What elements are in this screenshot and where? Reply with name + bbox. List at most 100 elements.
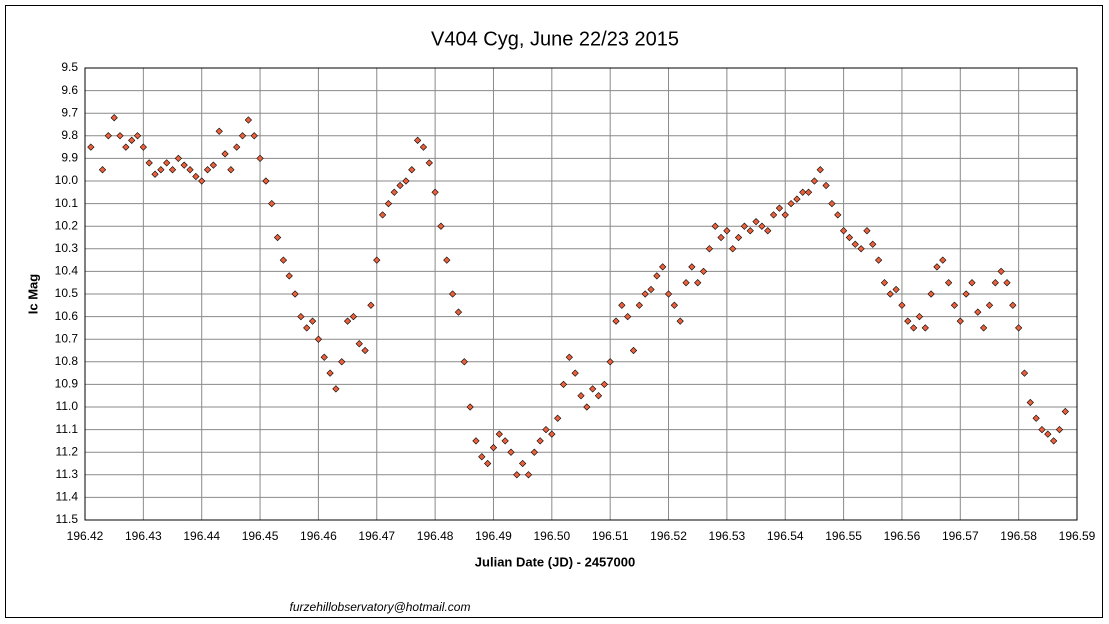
data-point bbox=[845, 233, 854, 242]
data-point bbox=[764, 227, 772, 235]
data-point bbox=[682, 279, 690, 287]
data-point bbox=[192, 172, 200, 181]
data-point bbox=[921, 324, 929, 332]
data-point bbox=[262, 177, 270, 185]
data-point bbox=[221, 150, 229, 158]
y-tick-label: 9.7 bbox=[61, 105, 78, 119]
data-point bbox=[536, 437, 544, 445]
data-point bbox=[87, 143, 95, 151]
data-point bbox=[1044, 430, 1052, 438]
data-point bbox=[303, 324, 311, 332]
data-point bbox=[256, 154, 264, 163]
data-point bbox=[513, 471, 521, 479]
data-point bbox=[729, 245, 737, 253]
data-point bbox=[711, 222, 719, 230]
data-point bbox=[892, 285, 900, 294]
data-point bbox=[524, 471, 533, 479]
x-tick-label: 196.46 bbox=[300, 529, 337, 543]
data-point bbox=[203, 166, 212, 174]
data-point bbox=[168, 166, 177, 174]
x-axis-label: Julian Date (JD) - 2457000 bbox=[475, 554, 635, 569]
data-point bbox=[163, 159, 171, 167]
data-point bbox=[437, 222, 445, 230]
x-tick-label: 196.49 bbox=[475, 529, 512, 543]
y-tick-label: 11.0 bbox=[56, 399, 79, 413]
data-point bbox=[431, 188, 439, 196]
data-point bbox=[454, 308, 463, 316]
y-tick-label: 10.8 bbox=[55, 354, 79, 368]
data-point bbox=[944, 279, 953, 287]
chart-title: V404 Cyg, June 22/23 2015 bbox=[431, 28, 679, 50]
data-point bbox=[98, 166, 107, 174]
data-point bbox=[968, 279, 976, 287]
x-tick-label: 196.43 bbox=[125, 529, 162, 543]
data-point bbox=[787, 199, 795, 208]
y-tick-label: 11.5 bbox=[56, 512, 79, 526]
data-point bbox=[851, 240, 859, 248]
data-point bbox=[956, 317, 964, 325]
y-tick-label: 9.5 bbox=[61, 60, 78, 74]
data-point bbox=[139, 143, 147, 151]
data-point bbox=[810, 177, 819, 185]
data-point bbox=[326, 369, 334, 377]
data-point bbox=[618, 301, 626, 309]
data-point bbox=[1009, 301, 1017, 309]
data-point bbox=[939, 256, 947, 264]
data-point bbox=[664, 290, 673, 298]
data-point bbox=[396, 181, 404, 190]
x-tick-label: 196.56 bbox=[884, 529, 921, 543]
data-point bbox=[647, 285, 655, 294]
y-axis-label: Ic Mag bbox=[25, 274, 40, 315]
data-point bbox=[886, 290, 894, 298]
data-point bbox=[758, 222, 766, 230]
y-tick-label: 9.8 bbox=[61, 128, 78, 142]
data-point bbox=[180, 161, 188, 169]
data-point bbox=[927, 290, 935, 298]
data-point bbox=[314, 335, 323, 343]
y-tick-label: 10.4 bbox=[55, 264, 79, 278]
data-point bbox=[174, 154, 182, 163]
data-point bbox=[974, 308, 982, 316]
data-point bbox=[985, 301, 994, 309]
data-point bbox=[285, 272, 293, 280]
data-point bbox=[659, 263, 667, 271]
data-point bbox=[874, 256, 883, 264]
data-point bbox=[530, 448, 538, 456]
y-tick-label: 10.5 bbox=[55, 286, 79, 300]
x-tick-label: 196.50 bbox=[533, 529, 570, 543]
data-point bbox=[950, 301, 959, 309]
data-point bbox=[151, 170, 159, 178]
footer: furzehillobservatory@hotmail.com bbox=[290, 600, 471, 614]
data-point bbox=[367, 301, 375, 309]
data-point bbox=[624, 312, 632, 321]
data-point bbox=[209, 161, 218, 169]
data-point bbox=[116, 132, 124, 140]
y-tick-label: 10.9 bbox=[55, 377, 79, 391]
data-point bbox=[898, 301, 906, 309]
data-point bbox=[186, 166, 194, 174]
data-point bbox=[933, 263, 941, 271]
data-point bbox=[904, 317, 912, 325]
data-point bbox=[834, 211, 842, 219]
data-point bbox=[554, 414, 562, 422]
data-point bbox=[653, 272, 661, 280]
data-point bbox=[413, 136, 422, 144]
data-point bbox=[752, 218, 760, 226]
data-point bbox=[227, 166, 235, 174]
data-point bbox=[250, 132, 258, 140]
data-point bbox=[390, 188, 398, 196]
data-point bbox=[746, 227, 754, 235]
y-tick-label: 10.1 bbox=[55, 196, 79, 210]
data-point bbox=[443, 256, 451, 264]
x-tick-label: 196.52 bbox=[650, 529, 687, 543]
data-point bbox=[343, 317, 352, 325]
data-point bbox=[484, 459, 492, 468]
chart-border bbox=[5, 5, 1103, 618]
data-point bbox=[373, 256, 381, 264]
x-tick-label: 196.51 bbox=[592, 529, 629, 543]
data-point bbox=[495, 430, 503, 438]
x-tick-label: 196.53 bbox=[709, 529, 746, 543]
data-point bbox=[478, 453, 486, 461]
data-point bbox=[320, 353, 328, 361]
